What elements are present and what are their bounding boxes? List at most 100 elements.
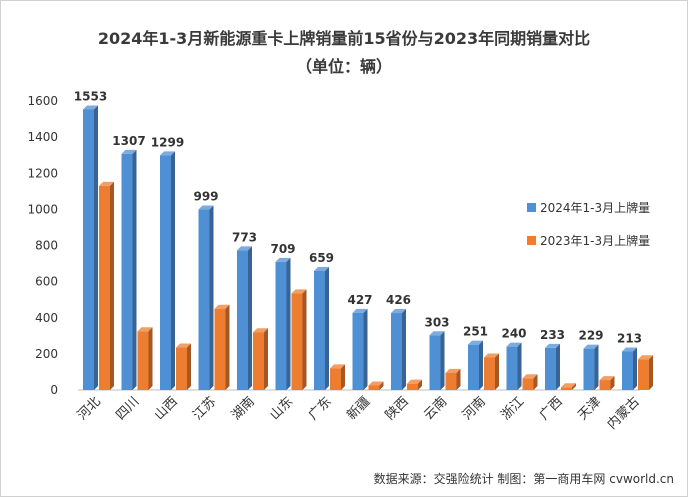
y-tick-label: 800 <box>35 239 58 253</box>
bar-2023-side <box>187 343 191 390</box>
legend-swatch <box>527 236 536 245</box>
bar-2024 <box>314 270 325 390</box>
bar-2023-side <box>302 289 307 390</box>
bar-2024-side <box>325 266 329 390</box>
data-label: 213 <box>617 332 642 346</box>
x-tick-label: 广西 <box>537 394 566 423</box>
chart-subtitle: （单位：辆） <box>295 57 392 76</box>
bar-2024-top <box>391 309 406 314</box>
bar-2023-side <box>533 374 538 390</box>
y-tick-label: 600 <box>35 275 58 289</box>
bar-2024-side <box>132 149 137 390</box>
bar-2024 <box>429 335 441 390</box>
bar-2024-side <box>594 344 599 390</box>
bar-2023-side <box>418 379 422 390</box>
data-label: 426 <box>386 293 411 307</box>
bar-2024-side <box>94 105 98 390</box>
bar-2024 <box>391 313 402 390</box>
data-label: 1307 <box>112 134 145 148</box>
bar-2024-side <box>556 343 560 390</box>
bar-2024-top <box>160 151 175 156</box>
bar-2024-side <box>363 308 368 390</box>
bar-2024 <box>237 250 248 390</box>
bar-2023 <box>484 357 495 390</box>
bar-2024 <box>198 209 210 390</box>
x-tick-label: 浙江 <box>498 394 527 423</box>
bar-2023-top <box>561 383 576 388</box>
bar-2023-top <box>522 374 538 379</box>
data-label: 1299 <box>151 135 184 149</box>
x-tick-label: 河北 <box>75 394 104 423</box>
bar-2024-top <box>237 246 252 251</box>
data-label: 999 <box>193 190 218 204</box>
bar-2024 <box>83 109 94 390</box>
y-tick-label: 1000 <box>27 202 58 216</box>
bar-2024-side <box>248 246 252 390</box>
bar-2023-top <box>599 376 615 381</box>
bar-2024 <box>160 155 171 390</box>
y-tick-label: 1600 <box>27 94 58 108</box>
y-tick-label: 0 <box>50 383 58 397</box>
x-tick-label: 湖南 <box>228 394 258 424</box>
bar-2024 <box>121 153 133 390</box>
x-tick-label: 山西 <box>152 394 181 423</box>
bar-2024-top <box>545 343 560 348</box>
bar-2023 <box>368 385 380 390</box>
bar-2024-top <box>506 342 522 347</box>
bar-2023 <box>214 308 226 390</box>
bar-2024-top <box>352 308 368 313</box>
x-tick-label: 山东 <box>267 394 296 423</box>
data-label: 229 <box>578 329 603 343</box>
bar-2024-side <box>402 309 406 390</box>
bar-2024-side <box>286 257 291 390</box>
bar-2023-side <box>456 368 461 390</box>
bar-2023-top <box>484 353 499 358</box>
bar-2023 <box>291 293 303 390</box>
bar-2024-top <box>314 266 329 271</box>
bar-2024-top <box>583 344 599 349</box>
bar-2023-top <box>368 381 384 386</box>
bar-2024-top <box>468 340 483 345</box>
data-label: 773 <box>232 230 257 244</box>
bar-2024-side <box>479 340 483 390</box>
bar-2023-top <box>137 327 153 332</box>
y-tick-label: 1400 <box>27 130 58 144</box>
bar-2023 <box>638 359 649 390</box>
y-tick-label: 400 <box>35 311 58 325</box>
bar-2024-side <box>633 347 637 390</box>
bar-2024-top <box>622 347 637 352</box>
bar-2024 <box>352 312 364 390</box>
y-tick-label: 200 <box>35 347 58 361</box>
legend-swatch <box>527 203 536 212</box>
bar-2024-top <box>275 257 291 262</box>
bar-2023-top <box>99 181 114 186</box>
bar-2024 <box>545 347 556 390</box>
bar-2024-side <box>171 151 175 390</box>
x-tick-label: 四川 <box>113 394 142 423</box>
bar-2024 <box>622 351 633 390</box>
bar-2024 <box>275 261 287 390</box>
bar-2023-top <box>445 368 461 373</box>
bar-2024-side <box>517 342 522 390</box>
bar-2023-top <box>407 379 422 384</box>
bar-2024-top <box>83 105 98 110</box>
bar-2023 <box>561 387 572 390</box>
bar-2023 <box>137 331 149 390</box>
chart-title: 2024年1-3月新能源重卡上牌销量前15省份与2023年同期销量对比 <box>97 29 591 48</box>
bar-2023-side <box>379 381 384 390</box>
bar-2023-top <box>638 355 653 360</box>
x-tick-label: 陕西 <box>383 394 412 423</box>
bar-2024-top <box>198 205 214 210</box>
data-label: 240 <box>501 327 526 341</box>
x-tick-label: 天津 <box>575 394 604 423</box>
x-tick-label: 云南 <box>421 394 451 424</box>
bar-2023 <box>99 185 110 390</box>
x-tick-label: 江苏 <box>190 394 220 424</box>
bar-2023-side <box>649 355 653 390</box>
legend-label: 2023年1-3月上牌量 <box>540 234 650 248</box>
bar-2024 <box>506 346 518 390</box>
bar-2024-side <box>209 205 214 390</box>
legend-label: 2024年1-3月上牌量 <box>540 201 650 215</box>
x-tick-label: 广东 <box>306 394 335 423</box>
